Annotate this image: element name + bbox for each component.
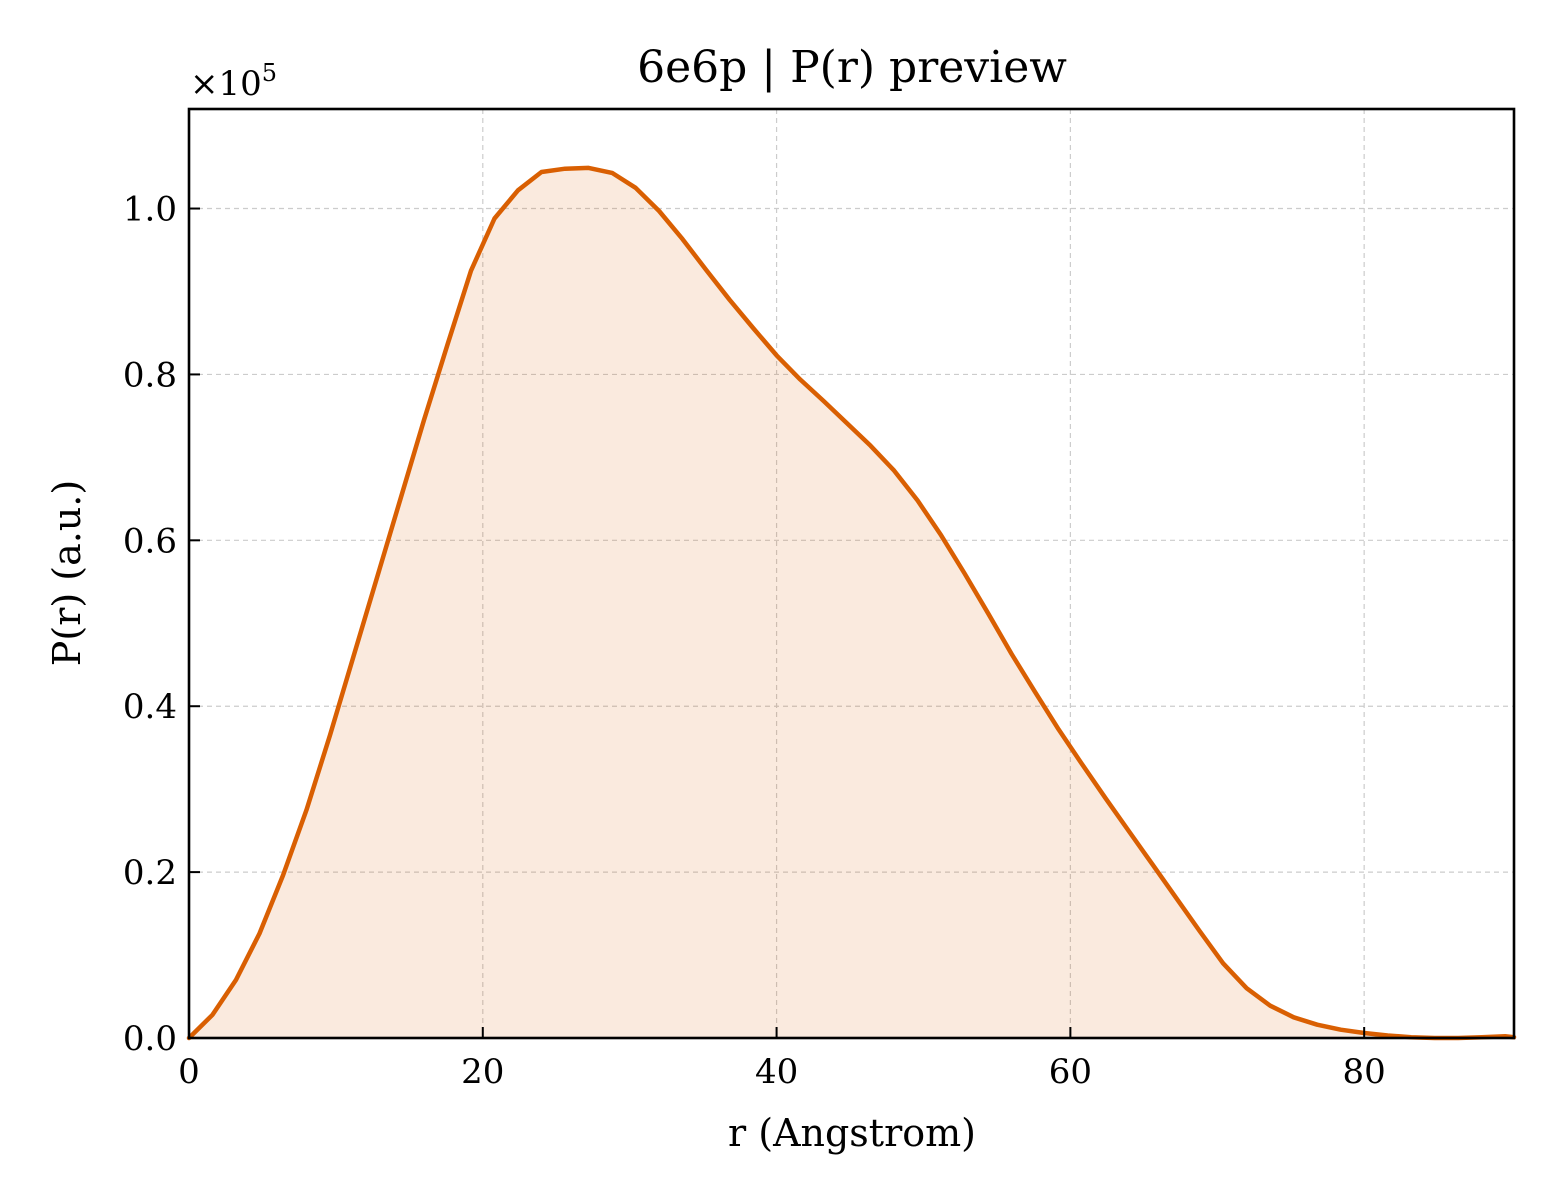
y-tick-label: 0.6 xyxy=(123,521,177,561)
plot-frame xyxy=(187,107,1516,1040)
x-axis-label: r (Angstrom) xyxy=(728,1111,976,1155)
y-tick-label: 0.2 xyxy=(123,853,177,893)
y-tick-label: 0.8 xyxy=(123,355,177,395)
plot-area xyxy=(186,165,1517,1041)
series-line xyxy=(186,165,1517,1041)
x-tick-label: 60 xyxy=(1049,1052,1092,1092)
y-tick-label: 1.0 xyxy=(123,190,177,230)
x-tick-label: 40 xyxy=(755,1052,798,1092)
y-offset-label: ×105 xyxy=(190,59,277,104)
y-tick-label: 0.0 xyxy=(123,1019,177,1059)
chart-title: 6e6p | P(r) preview xyxy=(637,42,1067,93)
y-offset-exponent: 5 xyxy=(262,59,277,87)
grid xyxy=(189,109,1514,1038)
y-axis-label: P(r) (a.u.) xyxy=(45,480,89,666)
svg-text:×105: ×105 xyxy=(190,59,277,104)
series-area-fill xyxy=(189,167,1514,1038)
x-tick-label: 20 xyxy=(461,1052,504,1092)
y-offset-base: ×10 xyxy=(190,64,262,104)
y-tick-label: 0.4 xyxy=(123,687,177,727)
x-tick-label: 0 xyxy=(178,1052,200,1092)
ticks: 0 20 40 60 80 0.0 0.2 0.4 0.6 0.8 1.0 xyxy=(123,190,1386,1092)
x-tick-label: 80 xyxy=(1343,1052,1386,1092)
